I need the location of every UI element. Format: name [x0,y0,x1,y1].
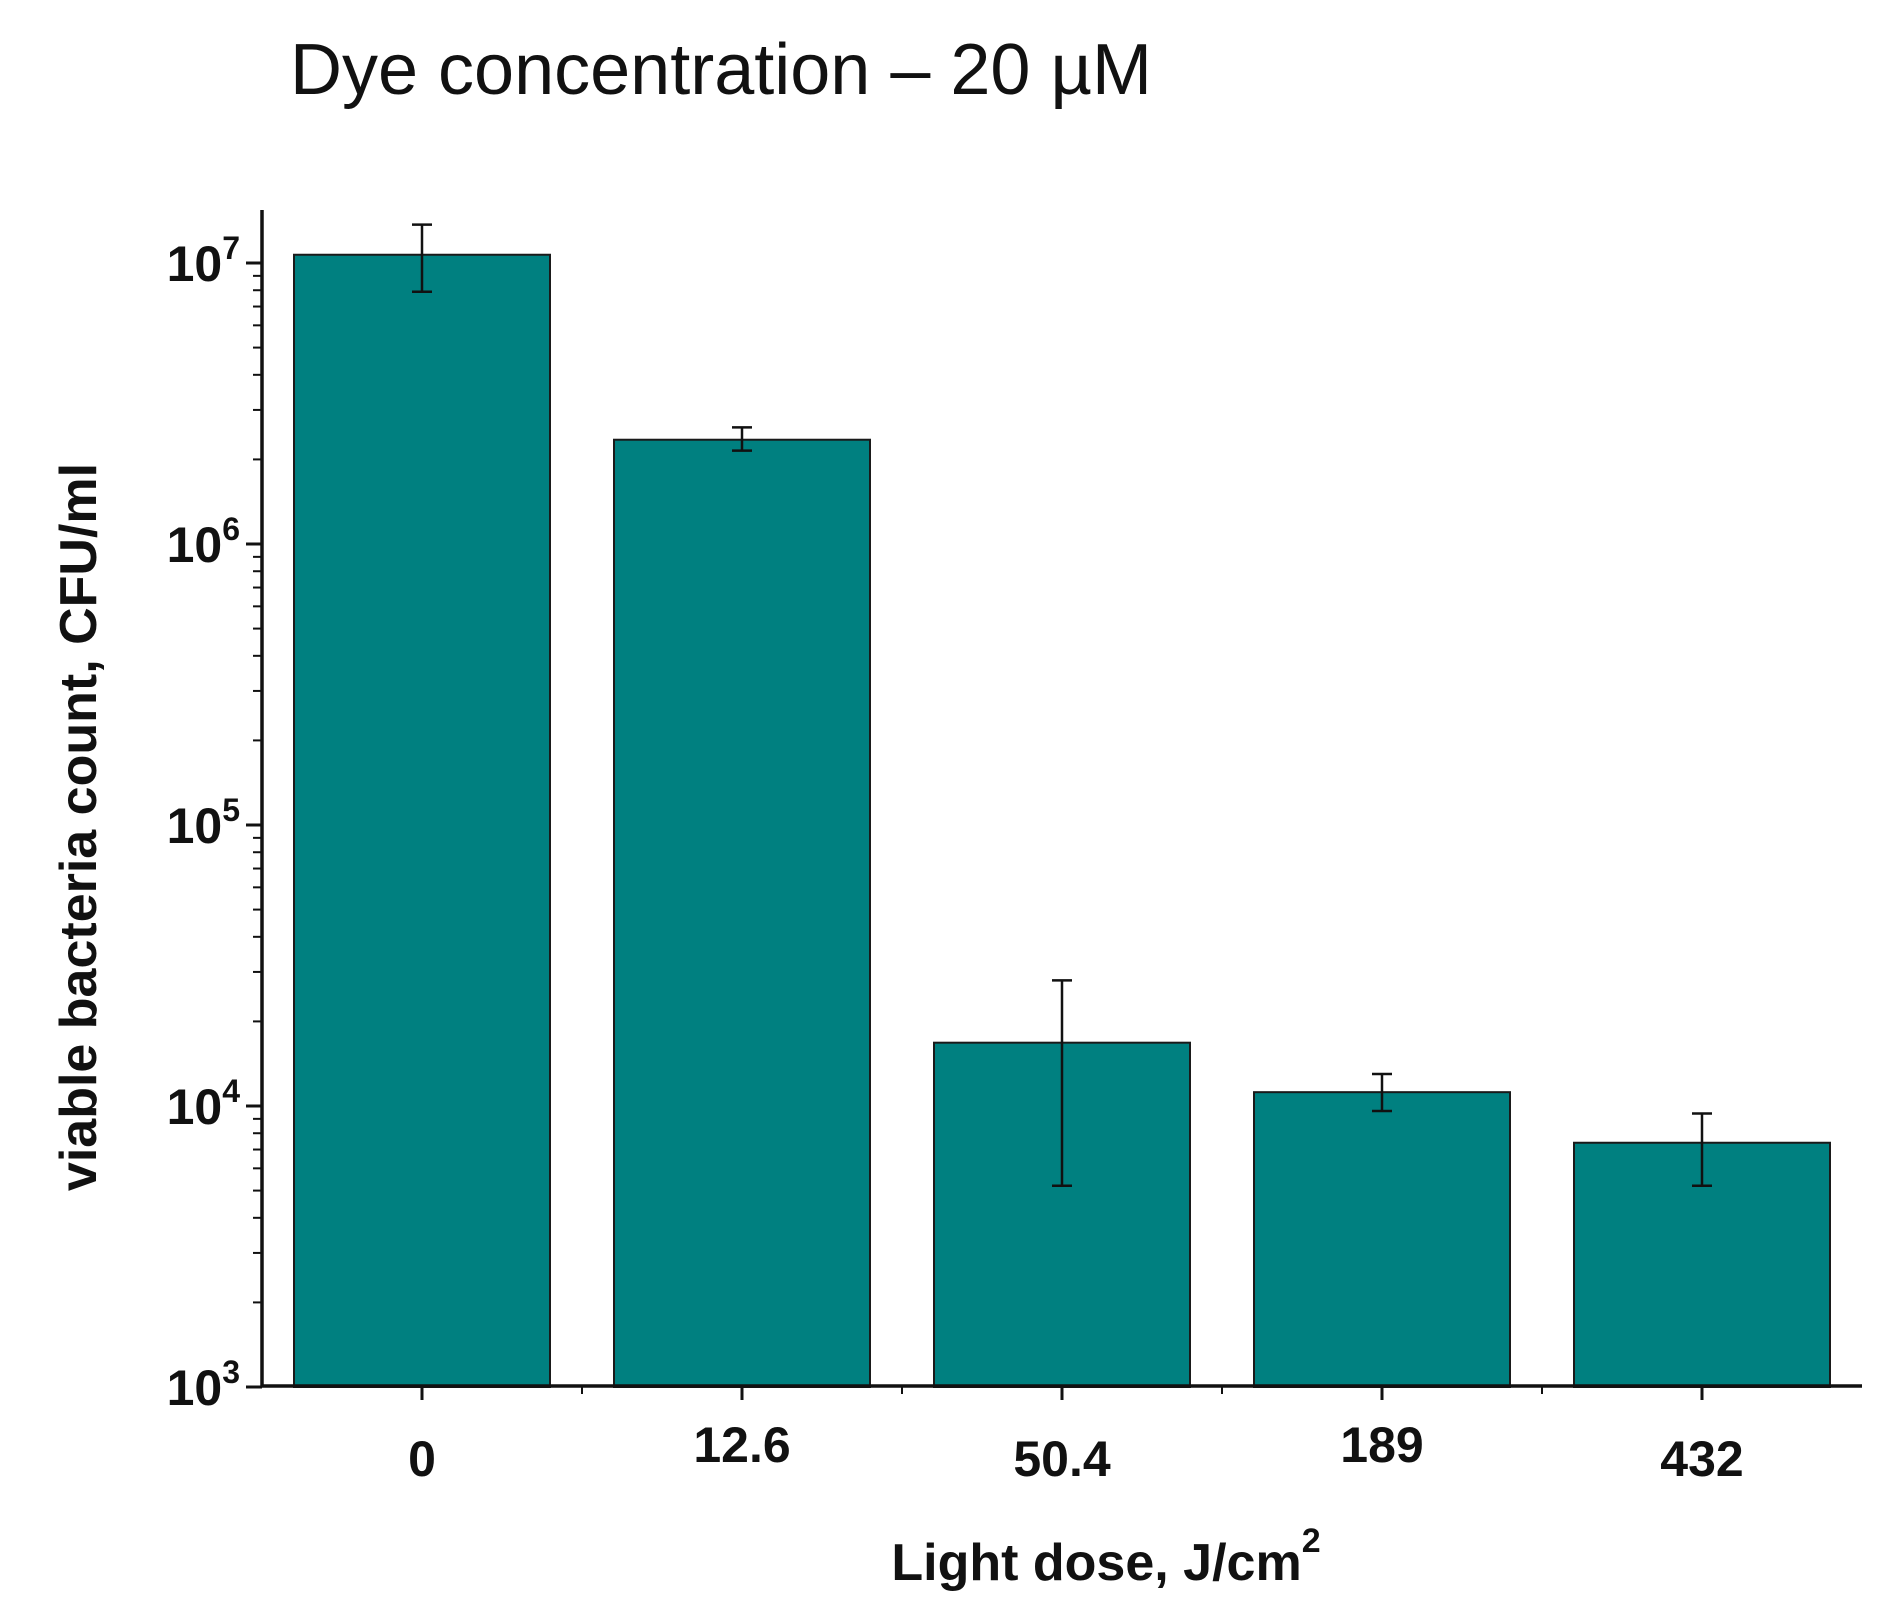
y-tick-label: 106 [167,511,240,573]
error-bar-432 [1692,1112,1712,1188]
y-tick-base: 10 [167,517,223,573]
y-tick-exponent: 7 [222,230,240,266]
y-tick-base: 10 [167,798,223,854]
x-axis-title-text: Light dose, J/cm [891,1534,1301,1592]
y-tick-label: 105 [167,792,240,854]
error-bar-0 [412,223,432,294]
x-ticks-group: 0 12.6 50.4 189 432 [408,1386,1744,1487]
y-tick-base: 10 [167,1360,223,1416]
x-tick-label: 12.6 [693,1417,790,1473]
x-tick-label: 50.4 [1013,1431,1111,1487]
y-tick-label: 103 [167,1354,240,1416]
chart-title: Dye concentration – 20 µM [290,30,1152,110]
y-tick-label: 107 [167,230,240,292]
x-axis-title-superscript: 2 [1302,1522,1321,1560]
error-bar-12.6 [732,426,752,452]
y-tick-exponent: 4 [222,1073,240,1109]
bar-0 [293,253,551,1388]
bars-group [293,253,1831,1389]
x-axis-title: Light dose, J/cm2 [891,1522,1320,1592]
bar-12.6 [613,438,871,1388]
x-tick-label: 0 [408,1431,436,1487]
y-tick-exponent: 6 [222,511,240,547]
bar-189 [1253,1091,1511,1388]
error-bars-group [412,223,1712,1188]
x-tick-label: 189 [1340,1417,1423,1473]
y-tick-label: 104 [167,1073,241,1135]
y-tick-base: 10 [167,1079,223,1135]
error-bar-50.4 [1052,979,1072,1188]
x-tick-label: 432 [1660,1431,1743,1487]
y-tick-exponent: 3 [222,1354,240,1390]
y-tick-exponent: 5 [222,792,240,828]
y-axis-title: viable bacteria count, CFU/ml [50,463,108,1191]
error-bar-189 [1372,1072,1392,1113]
y-tick-base: 10 [167,236,223,292]
